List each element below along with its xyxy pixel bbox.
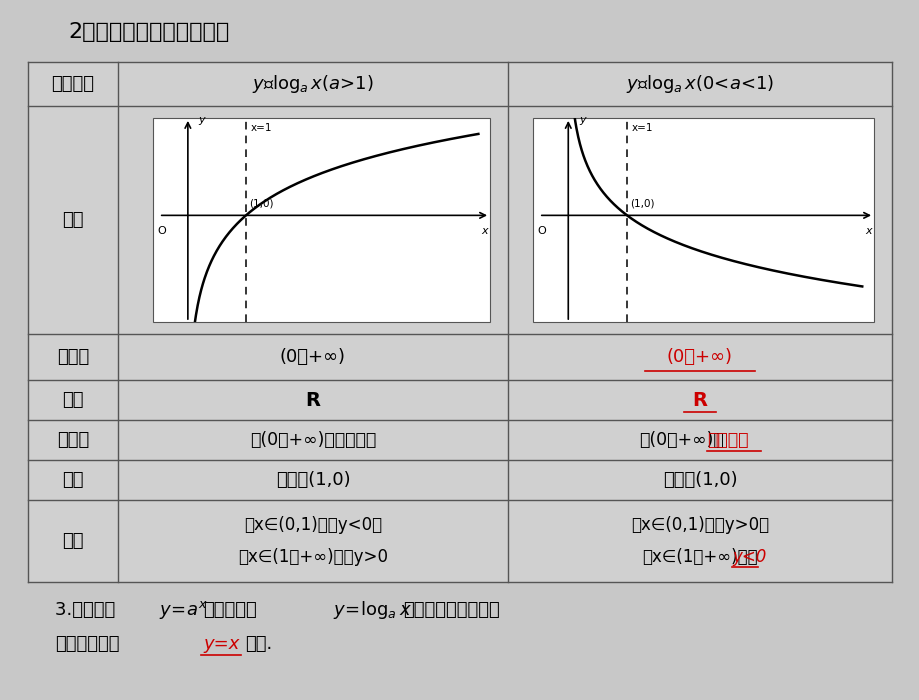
- Text: 图象: 图象: [62, 211, 84, 229]
- Text: $y\!=\!a^x$: $y\!=\!a^x$: [159, 599, 208, 621]
- Text: y=x: y=x: [203, 635, 239, 653]
- Text: (1,0): (1,0): [249, 198, 274, 209]
- Text: $y\!=\!\log_a x$: $y\!=\!\log_a x$: [333, 599, 412, 621]
- Text: 单调递减: 单调递减: [706, 431, 748, 449]
- Text: R: R: [692, 391, 707, 409]
- Text: 对称.: 对称.: [244, 635, 272, 653]
- Bar: [153, 118, 490, 322]
- Text: y<0: y<0: [732, 548, 766, 566]
- Bar: [532, 118, 873, 322]
- Text: 与对数函数: 与对数函数: [203, 601, 256, 619]
- Text: 3.指数函数: 3.指数函数: [55, 601, 121, 619]
- Text: 单调性: 单调性: [57, 431, 89, 449]
- Text: 在(0，+∞)上: 在(0，+∞)上: [639, 431, 723, 449]
- Text: (0，+∞): (0，+∞): [666, 348, 732, 366]
- Text: y: y: [578, 116, 584, 125]
- Text: y: y: [199, 116, 205, 125]
- Text: 2．对数函数的图象及性质: 2．对数函数的图象及性质: [68, 22, 229, 42]
- Text: 当x∈(1，+∞)时，: 当x∈(1，+∞)时，: [641, 548, 757, 566]
- Text: $y$＝$\log_a x$(0<$a$<1): $y$＝$\log_a x$(0<$a$<1): [625, 73, 773, 95]
- Bar: [28, 62, 891, 582]
- Text: 当x∈(1，+∞)时，y>0: 当x∈(1，+∞)时，y>0: [238, 548, 388, 566]
- Text: O: O: [537, 225, 546, 236]
- Text: O: O: [157, 225, 166, 236]
- Text: 定义域: 定义域: [57, 348, 89, 366]
- Text: x=1: x=1: [631, 122, 652, 132]
- Text: 过定点(1,0): 过定点(1,0): [662, 471, 736, 489]
- Text: 性质: 性质: [62, 532, 84, 550]
- Text: (0，+∞): (0，+∞): [279, 348, 346, 366]
- Text: 在(0，+∞)上单调递增: 在(0，+∞)上单调递增: [250, 431, 376, 449]
- Text: 当x∈(0,1)时，y>0；: 当x∈(0,1)时，y>0；: [630, 516, 768, 534]
- Text: 图象关于直线: 图象关于直线: [55, 635, 119, 653]
- Text: 过定点(1,0): 过定点(1,0): [276, 471, 350, 489]
- Text: (1,0): (1,0): [630, 198, 654, 209]
- Text: 定点: 定点: [62, 471, 84, 489]
- Text: 值域: 值域: [62, 391, 84, 409]
- Text: x: x: [481, 225, 487, 236]
- Text: $y$＝$\log_a x$($a$>1): $y$＝$\log_a x$($a$>1): [252, 73, 373, 95]
- Text: R: R: [305, 391, 320, 409]
- Text: 互为反函数，它们的: 互为反函数，它们的: [403, 601, 499, 619]
- Text: x=1: x=1: [250, 122, 272, 132]
- Text: 对数函数: 对数函数: [51, 75, 95, 93]
- Text: x: x: [864, 225, 870, 236]
- Text: 当x∈(0,1)时，y<0；: 当x∈(0,1)时，y<0；: [244, 516, 381, 534]
